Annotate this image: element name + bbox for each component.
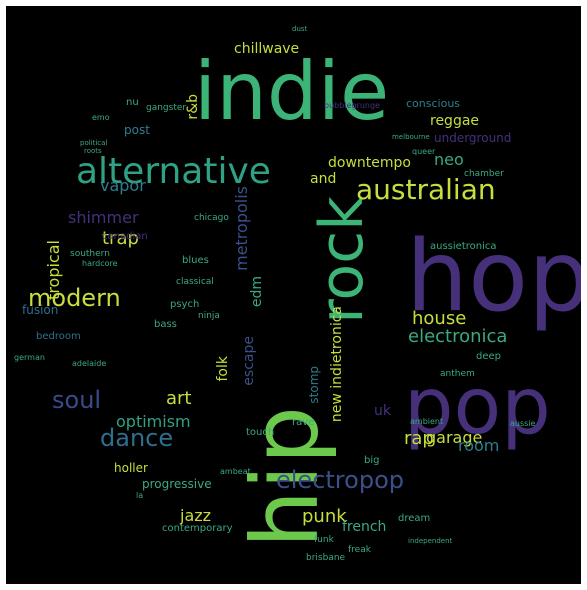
word-funk: funk [314,535,334,545]
word-soul: soul [52,386,102,414]
word-uk: uk [374,403,391,419]
word-german: german [14,353,45,362]
word-jazz: jazz [180,506,212,525]
word-dust: dust [292,25,308,33]
word-dance: dance [100,424,174,452]
word-optimism: optimism [116,412,191,431]
word-fusion: fusion [22,303,59,317]
word-french: french [342,519,387,535]
word-indie: indie [194,45,390,138]
word-metropolis: metropolis [232,186,251,271]
word-room: room [458,436,500,455]
word-hardcore: hardcore [82,259,118,268]
word-southern: southern [70,249,110,259]
word-queer: queer [412,147,436,156]
word-dream: dream [398,513,431,524]
word-aussietronica: aussietronica [430,241,497,252]
word-classical: classical [176,277,214,287]
word-rave: rave [292,417,315,428]
word-chicago: chicago [194,213,229,223]
word-shimmer: shimmer [68,208,139,227]
word-downtempo: downtempo [328,155,411,171]
word-emo: emo [92,113,110,122]
word-gangster: gangster [146,103,187,113]
word-alternative: alternative [76,151,271,192]
word-freak: freak [348,545,371,555]
word-ambient: ambient [410,417,444,426]
word-political: political [80,139,108,147]
word-rock: rock [307,196,377,324]
word-cloud: indie hop pop hip rock alternative australian m… [6,6,581,584]
word-independent: independent [408,537,453,545]
word-roots: roots [84,147,102,155]
word-new-indietronica: new indietronica [329,306,345,423]
word-electronica: electronica [408,326,508,347]
word-bubblegrunge: bubblegrunge [324,101,380,110]
word-reggae: reggae [430,113,480,129]
word-house: house [412,308,467,329]
word-la: la [136,491,144,500]
word-escape: escape [241,336,257,386]
word-psych: psych [170,299,200,310]
word-edm: edm [249,276,265,308]
word-modern: modern [28,284,121,312]
word-art: art [166,388,192,409]
word-chillwave: chillwave [234,41,300,57]
word-neo: neo [434,150,464,169]
word-rap: rap [404,428,434,449]
word-bass: bass [154,319,177,330]
word-and: and [310,171,337,187]
word-anthem: anthem [440,369,475,379]
word-progressive: progressive [142,477,212,491]
word-r-b: r&b [185,94,201,120]
word-folk: folk [215,356,231,382]
word-big: big [364,455,380,466]
word-stomp: stomp [307,366,321,404]
word-ambeat: ambeat [220,467,251,476]
word-australian: australian [356,173,496,206]
word-deep: deep [476,351,501,362]
word-punk: punk [302,506,347,527]
word-vapor: vapor [100,176,146,195]
word-trap: trap [102,228,139,249]
word-conscious: conscious [406,97,461,110]
word-hop: hop [406,220,581,334]
word-touch: touch [246,427,275,438]
word-tropical: tropical [44,240,63,300]
word-canadian: canadian [102,231,148,242]
word-underground: underground [434,131,512,145]
word-chamber: chamber [464,169,504,179]
word-holler: holler [114,461,148,475]
word-contemporary: contemporary [162,523,233,534]
word-garage: garage [426,428,483,447]
word-blues: blues [182,255,209,266]
word-brisbane: brisbane [306,553,346,563]
word-bedroom: bedroom [36,331,81,342]
word-melbourne: melbourne [392,133,430,141]
word-ninja: ninja [198,311,220,321]
word-adelaide: adelaide [72,359,107,368]
word-pop: pop [404,362,551,452]
word-aussie: aussie [510,419,536,428]
word-nu: nu [126,97,139,108]
word-post: post [124,123,150,137]
word-electropop: electropop [276,466,404,494]
